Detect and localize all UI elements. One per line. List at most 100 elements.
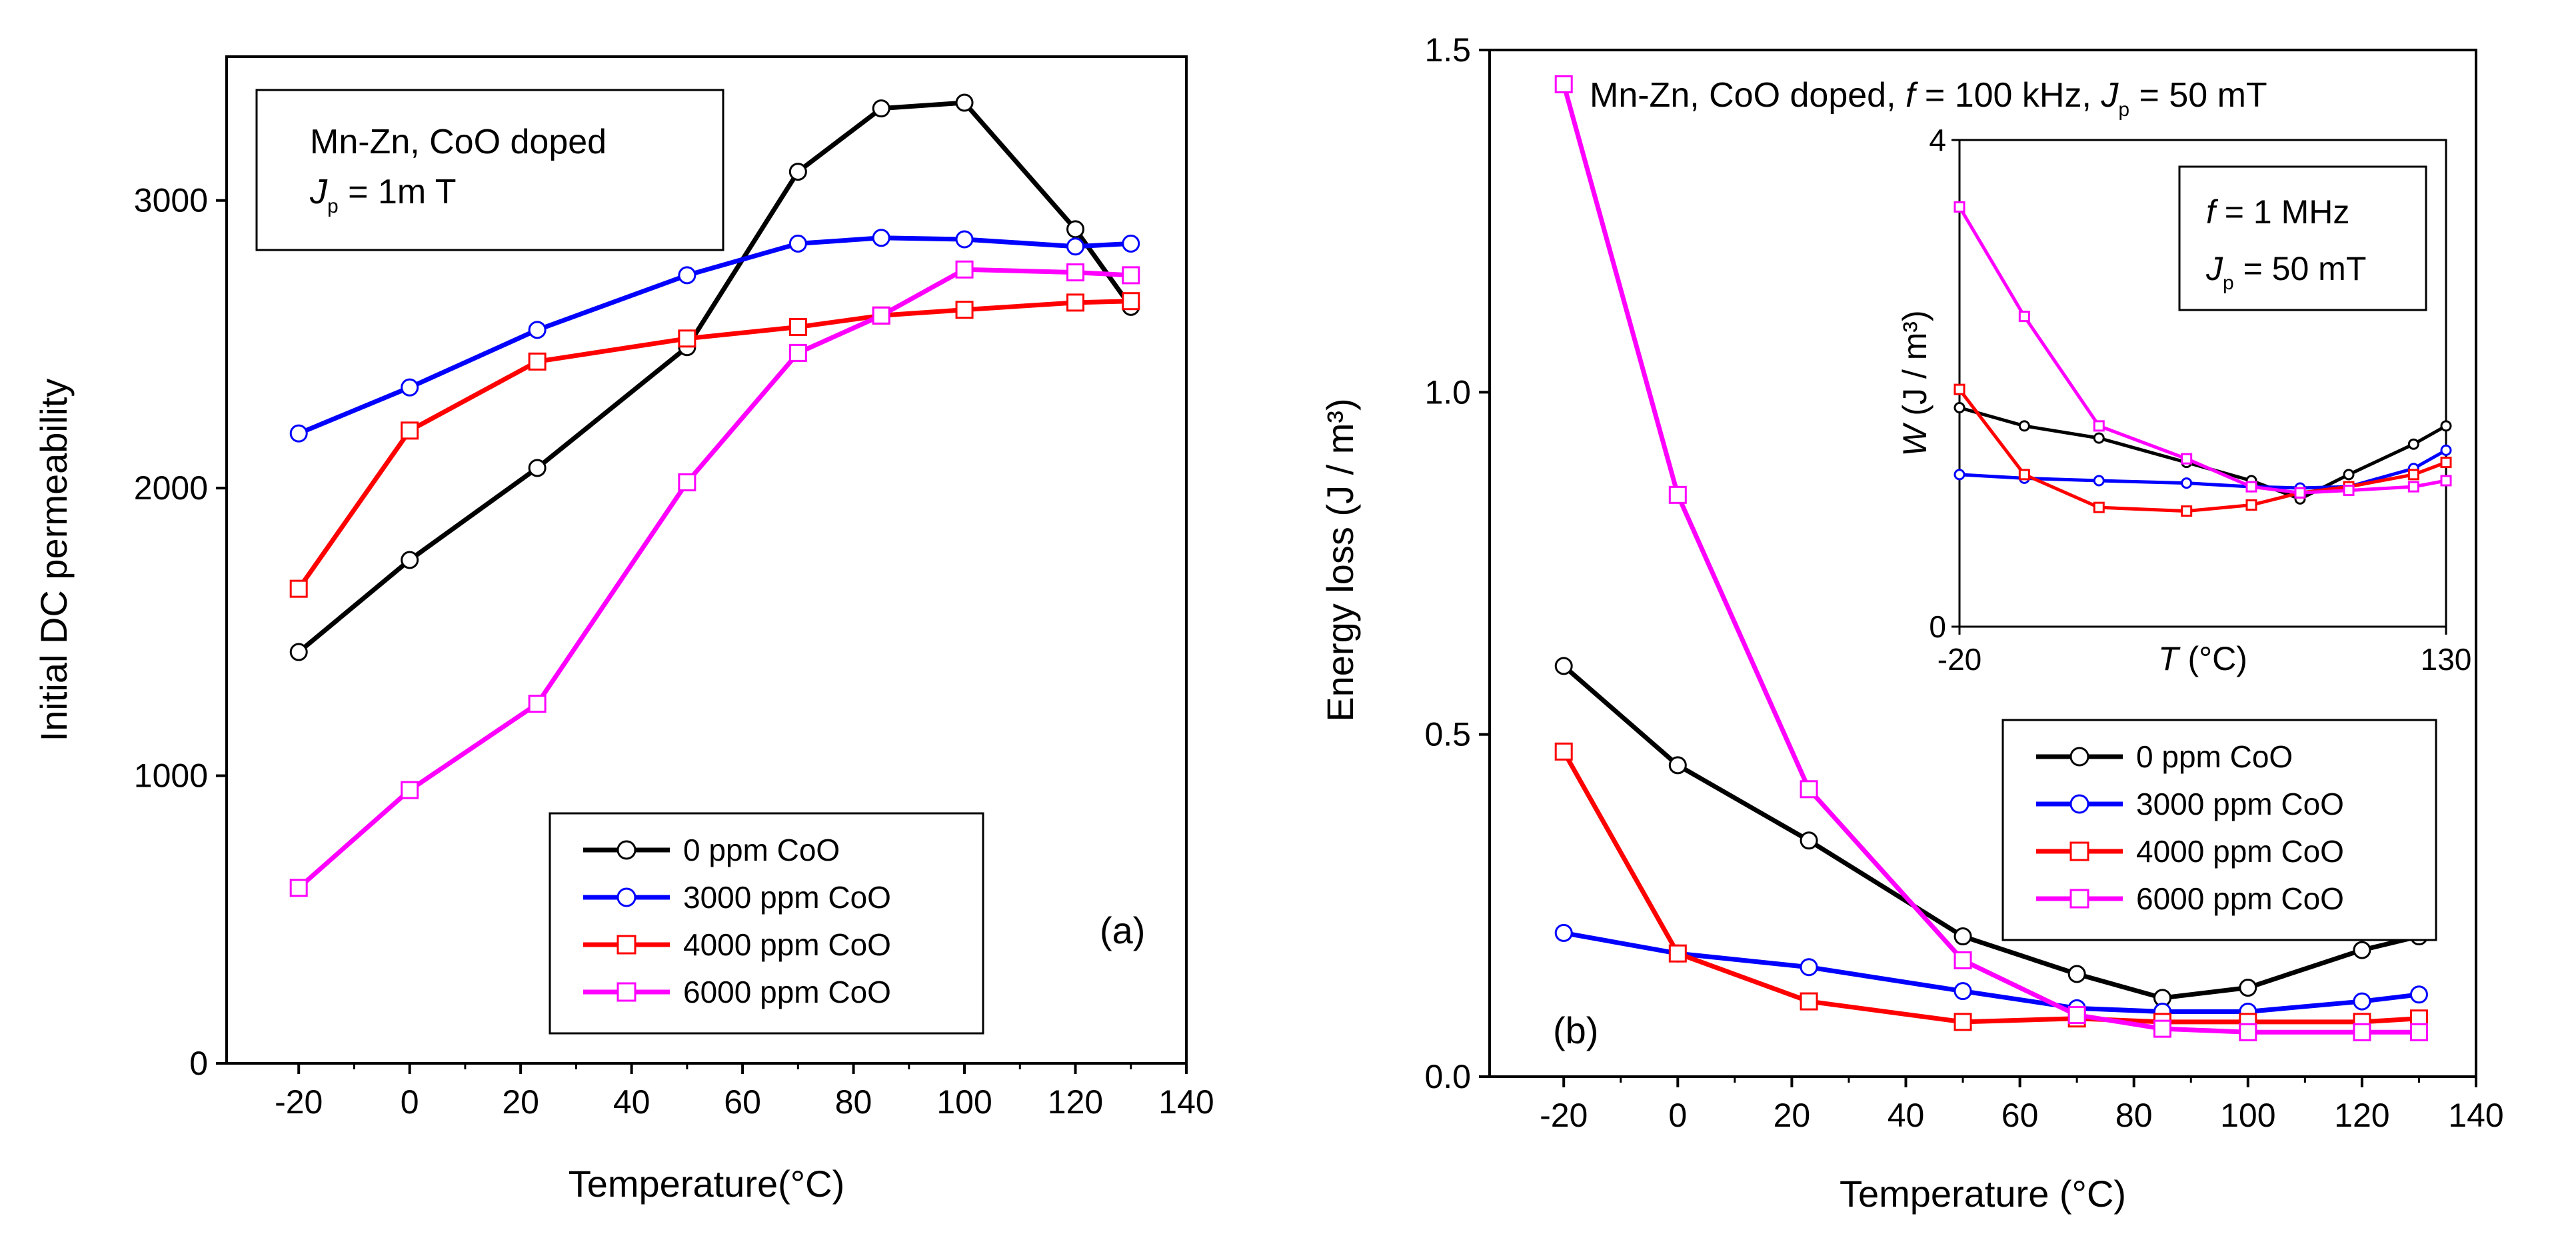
panel-a-series-0-point-6 bbox=[955, 93, 974, 112]
panel-a-legend-marker-2 bbox=[617, 935, 637, 955]
panel-a-series-3-point-3 bbox=[678, 473, 696, 492]
panel-a-legend-label-2: 4000 ppm CoO bbox=[683, 927, 891, 962]
panel-b-y-tick-label-3: 1.5 bbox=[1424, 31, 1471, 69]
panel-a-series-3-point-8 bbox=[1122, 266, 1140, 285]
panel-b-legend-label-0: 0 ppm CoO bbox=[2136, 739, 2293, 774]
panel-a-series-1-point-6 bbox=[955, 230, 974, 249]
panel-b-series-2-point-1 bbox=[1668, 944, 1687, 963]
panel-a-series-1-point-1 bbox=[401, 378, 419, 397]
panel-b-legend-marker-2 bbox=[2069, 841, 2089, 861]
panel-a-series-3-point-1 bbox=[401, 781, 419, 799]
panel-a-series-2-point-0 bbox=[289, 579, 308, 598]
panel-b-series-0-point-7 bbox=[2353, 941, 2371, 959]
inset-series-3-point-8 bbox=[2440, 475, 2452, 487]
panel-b-label: (b) bbox=[1553, 1009, 1598, 1051]
panel-a-series-1-point-2 bbox=[528, 321, 547, 339]
panel-b-series-1-point-2 bbox=[1800, 958, 1818, 977]
panel-b-x-tick-label-8: 140 bbox=[2448, 1097, 2503, 1134]
panel-b-legend-marker-0 bbox=[2069, 747, 2089, 767]
panel-b-y-tick-label-1: 0.5 bbox=[1424, 716, 1471, 753]
panel-b-y-axis: 0.0 0.5 1.0 1.5 bbox=[1424, 31, 1490, 1095]
panel-a-series-0-point-4 bbox=[788, 163, 807, 181]
panel-a: -20 0 20 40 60 80 100 120 140 0 1000 2000 3000 Temp… bbox=[33, 55, 1214, 1205]
panel-b-series-3-point-5 bbox=[2153, 1019, 2171, 1038]
panel-a-x-tick-label-3: 40 bbox=[613, 1083, 650, 1121]
panel-a-series-3-point-7 bbox=[1066, 263, 1085, 282]
inset-series-3-point-1 bbox=[2018, 311, 2030, 323]
panel-a-series-2-point-8 bbox=[1122, 292, 1140, 311]
panel-b-series-1-point-8 bbox=[2409, 985, 2428, 1004]
panel-a-annotation: Mn-Zn, CoO doped Jp = 1m T bbox=[255, 89, 724, 251]
panel-b-series-2-point-3 bbox=[1953, 1013, 1972, 1031]
panel-b-x-tick-label-0: -20 bbox=[1540, 1097, 1588, 1134]
panel-b-series-1-point-7 bbox=[2353, 992, 2371, 1011]
panel-a-series-1-point-5 bbox=[872, 229, 890, 247]
panel-a-x-tick-label-4: 60 bbox=[724, 1083, 761, 1121]
panel-a-series-0-point-2 bbox=[528, 459, 547, 477]
inset-series-1-point-0 bbox=[1953, 469, 1965, 481]
panel-a-x-tick-label-1: 0 bbox=[401, 1083, 419, 1121]
panel-b-x-tick-label-3: 40 bbox=[1888, 1097, 1925, 1134]
panel-a-annotation-line2: Jp = 1m T bbox=[309, 173, 456, 217]
panel-a-label: (a) bbox=[1100, 909, 1145, 951]
inset-series-3-point-6 bbox=[2343, 485, 2355, 497]
panel-a-y-tick-label-2: 2000 bbox=[134, 469, 208, 507]
panel-b-inset-series bbox=[1953, 201, 2452, 517]
inset-y-tick-label-0: 0 bbox=[1929, 609, 1946, 644]
panel-a-series-2-point-1 bbox=[401, 421, 419, 440]
panel-b-inset: -20 130 0 4 f = 1 MHz Jp = 50 mT T (°C) W (… bbox=[1896, 123, 2471, 677]
panel-b-series-2-point-0 bbox=[1554, 742, 1573, 761]
panel-a-x-axis: -20 0 20 40 60 80 100 120 140 bbox=[275, 1063, 1214, 1121]
panel-a-series-3-point-6 bbox=[955, 260, 974, 279]
panel-a-legend-label-1: 3000 ppm CoO bbox=[683, 880, 891, 915]
panel-b-x-tick-label-2: 20 bbox=[1774, 1097, 1811, 1134]
inset-series-1-point-3 bbox=[2181, 477, 2193, 489]
panel-b-legend-label-2: 4000 ppm CoO bbox=[2136, 834, 2344, 869]
panel-a-y-tick-label-1: 1000 bbox=[134, 757, 208, 795]
panel-b-frame bbox=[1488, 49, 2477, 1078]
inset-series-3-point-2 bbox=[2093, 420, 2105, 432]
panel-a-legend: 0 ppm CoO 3000 ppm CoO 4000 ppm CoO 6000 pp… bbox=[549, 812, 984, 1035]
panel-b-x-tick-label-5: 80 bbox=[2115, 1097, 2153, 1134]
panel-b-inset-axes: -20 130 0 4 bbox=[1929, 123, 2471, 677]
panel-a-x-tick-label-6: 100 bbox=[936, 1083, 992, 1121]
panel-a-series-line-2 bbox=[297, 299, 1131, 591]
panel-a-legend-label-3: 6000 ppm CoO bbox=[683, 975, 891, 1009]
panel-a-series-1-point-8 bbox=[1122, 234, 1140, 253]
inset-series-3-point-7 bbox=[2407, 481, 2419, 493]
panel-b-series-3-point-7 bbox=[2353, 1023, 2371, 1041]
panel-b-y-label: Energy loss (J / m³) bbox=[1319, 398, 1361, 721]
panel-b-series-3-point-6 bbox=[2239, 1023, 2257, 1041]
panel-a-y-axis: 0 1000 2000 3000 bbox=[134, 182, 227, 1082]
inset-series-3-point-4 bbox=[2245, 481, 2257, 493]
panel-b-series-0-point-6 bbox=[2239, 979, 2257, 997]
panel-b-inset-box: f = 1 MHz Jp = 50 mT bbox=[2178, 165, 2427, 311]
panel-a-annotation-box bbox=[255, 89, 724, 251]
panel-a-series-0-point-5 bbox=[872, 99, 890, 118]
panel-a-y-label: Initial DC permeability bbox=[33, 379, 75, 742]
inset-series-0-point-2 bbox=[2093, 432, 2105, 444]
inset-series-0-point-0 bbox=[1953, 402, 1965, 413]
panel-b-y-tick-label-2: 1.0 bbox=[1424, 373, 1471, 411]
panel-a-series bbox=[289, 93, 1140, 897]
inset-series-1-point-8 bbox=[2440, 444, 2452, 456]
panel-a-series-1-point-7 bbox=[1066, 237, 1085, 256]
panel-b-series-3-point-4 bbox=[2067, 1006, 2086, 1025]
inset-x-tick-label-0: -20 bbox=[1937, 642, 1981, 677]
panel-b-annotation: Mn-Zn, CoO doped, f = 100 kHz, Jp = 50 m… bbox=[1590, 76, 2267, 121]
panel-a-x-tick-label-8: 140 bbox=[1158, 1083, 1214, 1121]
inset-series-2-point-0 bbox=[1953, 383, 1965, 395]
inset-series-0-point-1 bbox=[2018, 420, 2030, 432]
panel-a-legend-label-0: 0 ppm CoO bbox=[683, 833, 840, 867]
panel-b-x-axis: -20 0 20 40 60 80 100 120 140 bbox=[1540, 1077, 2504, 1134]
panel-b-x-label: Temperature (°C) bbox=[1840, 1173, 2126, 1215]
panel-a-y-tick-label-3: 3000 bbox=[134, 182, 208, 219]
panel-a-series-0-point-1 bbox=[401, 551, 419, 569]
panel-a-x-label: Temperature(°C) bbox=[569, 1163, 845, 1205]
inset-x-tick-label-1: 130 bbox=[2421, 642, 2472, 677]
panel-a-x-tick-label-5: 80 bbox=[835, 1083, 872, 1121]
panel-b-series-1-point-3 bbox=[1953, 982, 1972, 1001]
inset-series-3-point-0 bbox=[1953, 201, 1965, 213]
panel-a-x-tick-label-2: 20 bbox=[502, 1083, 539, 1121]
